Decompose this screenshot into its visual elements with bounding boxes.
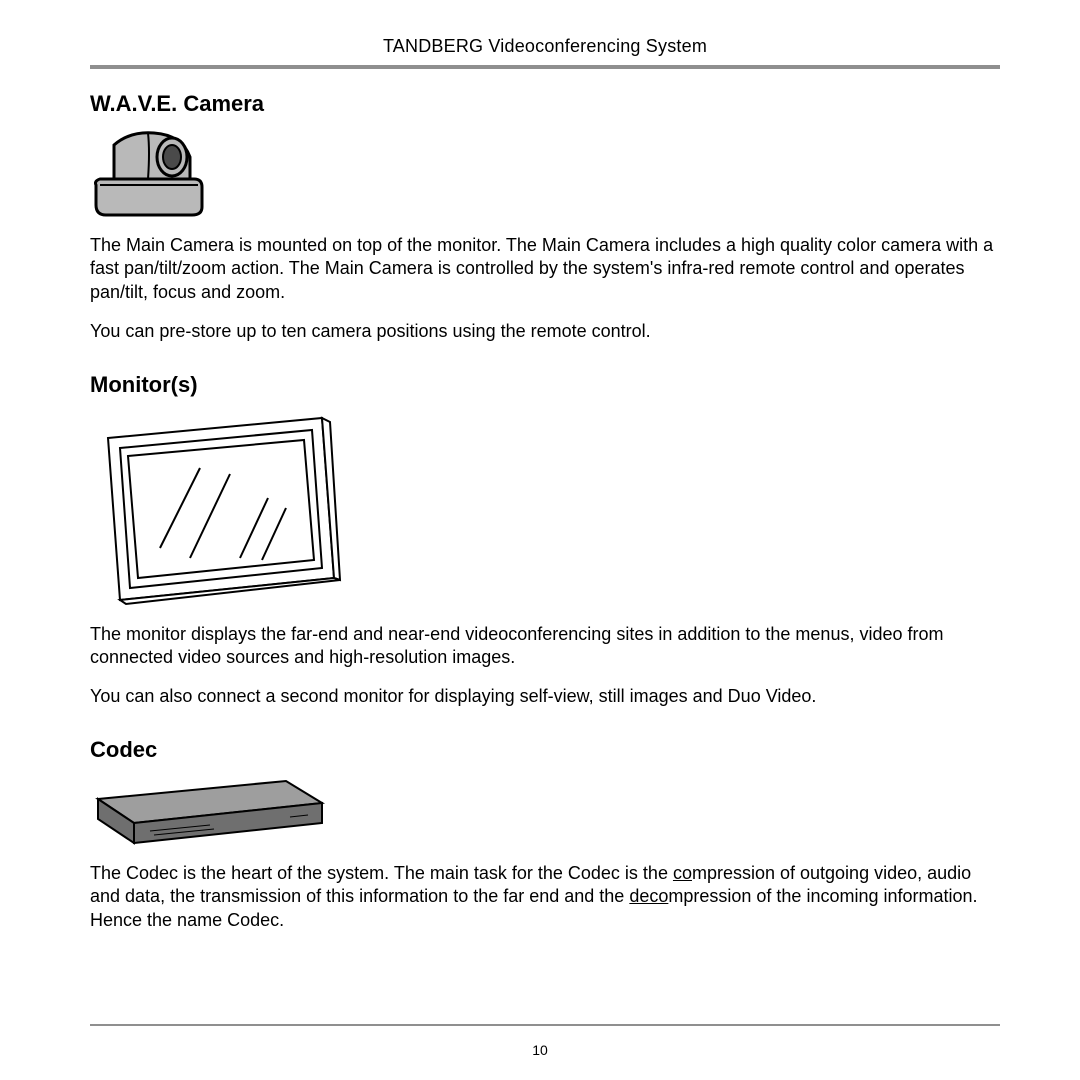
camera-para2: You can pre-store up to ten camera posit… [90, 320, 1000, 343]
monitors-para1: The monitor displays the far-end and nea… [90, 623, 1000, 670]
footer-rule [90, 1024, 1000, 1026]
codec-text-pre: The Codec is the heart of the system. Th… [90, 863, 673, 883]
codec-figure [90, 773, 1000, 852]
monitors-para2: You can also connect a second monitor fo… [90, 685, 1000, 708]
codec-para1: The Codec is the heart of the system. Th… [90, 862, 1000, 932]
header-title: TANDBERG Videoconferencing System [90, 36, 1000, 57]
heading-camera: W.A.V.E. Camera [90, 91, 1000, 117]
footer-rule-wrap [90, 1024, 1000, 1026]
monitor-icon [90, 408, 342, 608]
codec-icon [90, 773, 328, 847]
page: TANDBERG Videoconferencing System W.A.V.… [0, 0, 1080, 1080]
camera-figure [90, 127, 1000, 224]
heading-codec: Codec [90, 737, 1000, 763]
camera-para1: The Main Camera is mounted on top of the… [90, 234, 1000, 304]
codec-u1: co [673, 863, 692, 883]
heading-monitors: Monitor(s) [90, 372, 1000, 398]
header-rule [90, 65, 1000, 69]
monitor-figure [90, 408, 1000, 613]
camera-icon [90, 127, 208, 219]
codec-u2: deco [629, 886, 668, 906]
page-number: 10 [0, 1042, 1080, 1058]
